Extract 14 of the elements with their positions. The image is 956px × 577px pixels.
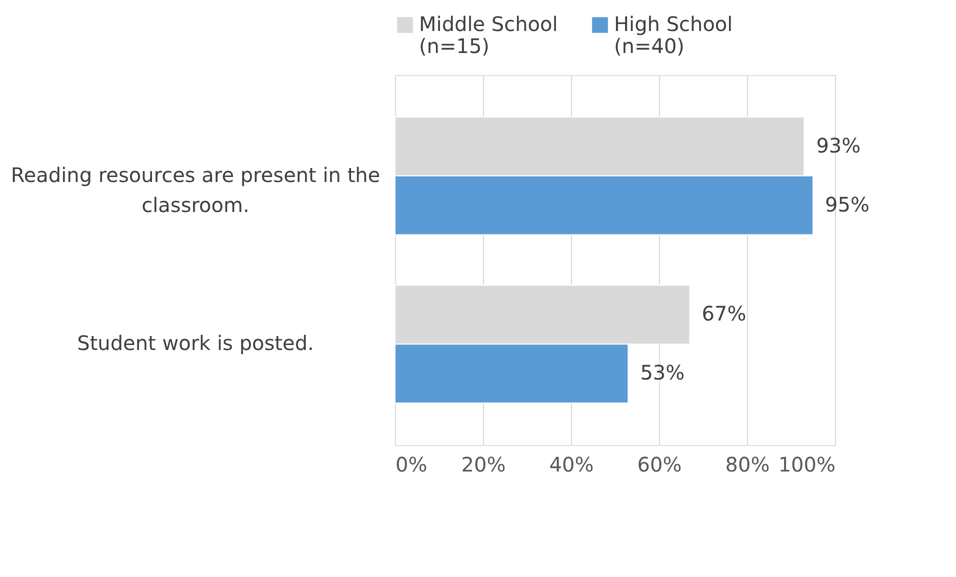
y-tick-label: Student work is posted. [77, 331, 314, 356]
x-tick-label: 80% [725, 452, 770, 476]
data-label: 67% [702, 302, 746, 326]
x-tick-label: 20% [461, 452, 506, 476]
legend-label: Middle School (n=15) [419, 12, 558, 58]
data-label: 93% [816, 133, 861, 158]
x-tick-label: 60% [637, 452, 682, 476]
x-tick-label: 100% [778, 452, 836, 476]
x-tick-label: 0% [396, 452, 428, 476]
y-tick-label: Reading resources are present in the classroom. [10, 162, 380, 217]
data-label: 53% [640, 360, 685, 385]
x-tick-label: 40% [549, 452, 594, 476]
data-label: 95% [825, 192, 870, 216]
legend-label: High School (n=40) [614, 12, 733, 58]
